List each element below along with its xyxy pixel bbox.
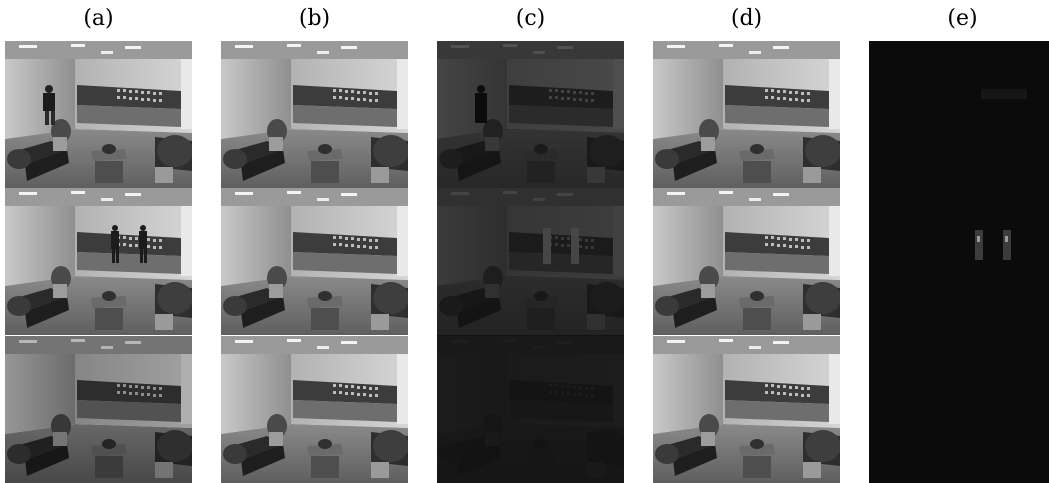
column-label-d: (d) [730,6,763,31]
column-d: (d) [653,0,840,483]
frame-strip-d [653,41,840,483]
frame-strip-a [5,41,192,483]
frame-strip-b [221,41,408,483]
frame-c-3 [437,336,624,483]
frame-strip-e [869,41,1049,483]
foreground-figures [975,230,1011,260]
column-e: (e) [869,0,1049,483]
frame-strip-c [437,41,624,483]
column-label-a: (a) [83,6,114,31]
frame-d-1 [653,41,840,188]
frame-d-3 [653,336,840,483]
column-a: (a) [5,0,192,483]
frame-b-2 [221,188,408,335]
column-b: (b) [221,0,408,483]
frame-a-3 [5,336,192,483]
frame-d-2 [653,188,840,335]
column-c: (c) [437,0,624,483]
column-label-b: (b) [298,6,331,31]
frame-b-1 [221,41,408,188]
frame-b-3 [221,336,408,483]
frame-c-1 [437,41,624,188]
people-figures [111,225,147,263]
frame-a-1 [5,41,192,188]
frame-a-2 [5,188,192,335]
person-figure [43,85,55,125]
frame-e-3 [869,336,1049,483]
column-label-c: (c) [515,6,546,31]
frame-e-1 [981,89,1027,99]
column-label-e: (e) [947,6,978,31]
frame-e-2 [975,230,1011,260]
frame-c-2 [437,188,624,335]
